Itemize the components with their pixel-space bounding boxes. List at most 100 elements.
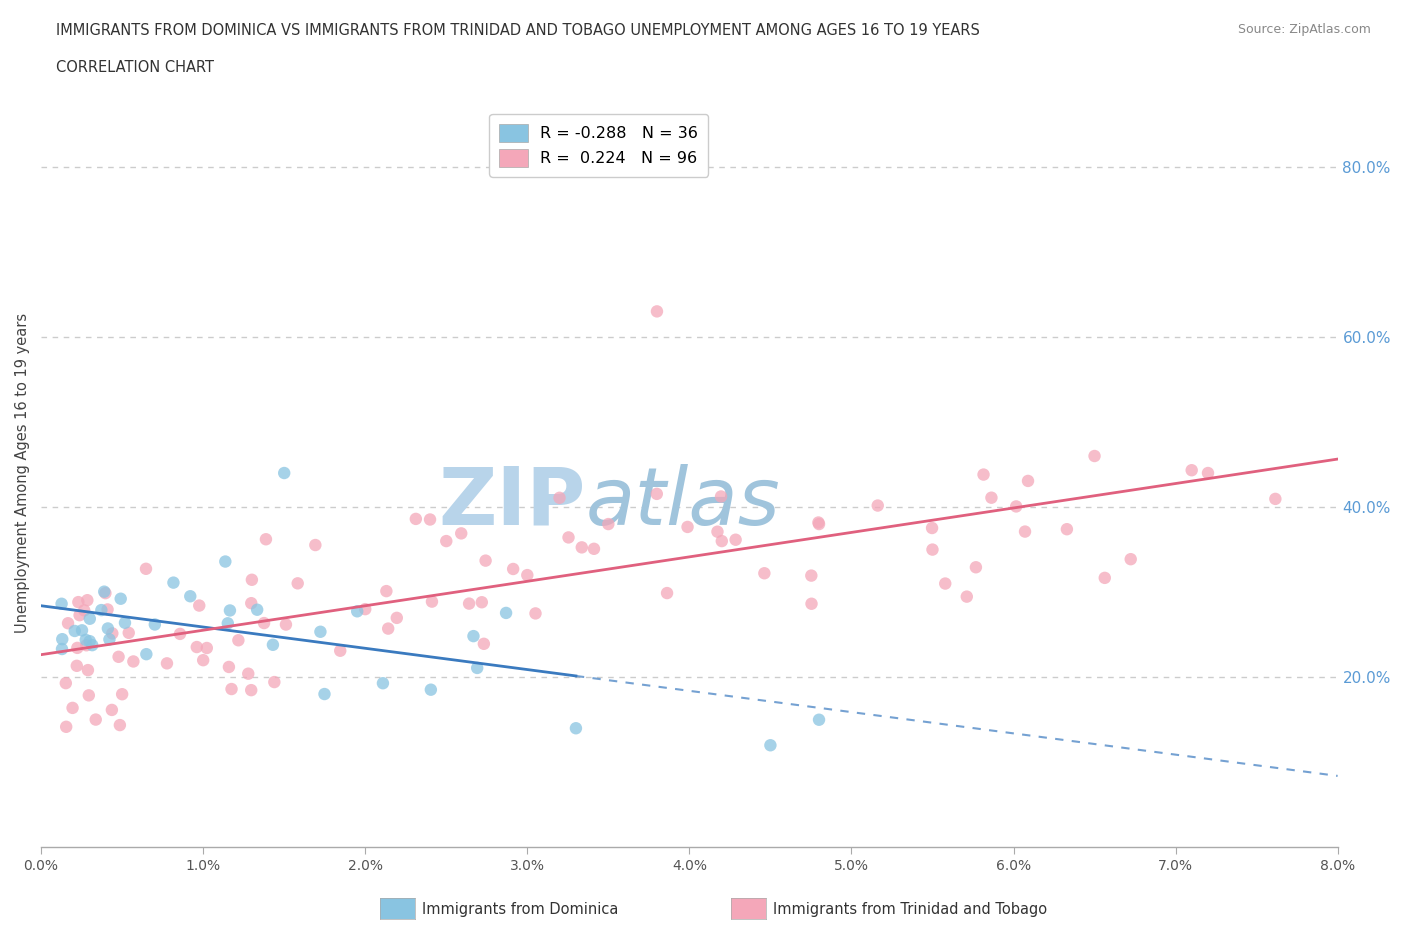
Point <box>420 594 443 609</box>
Point <box>110 591 132 606</box>
Point <box>94 586 117 601</box>
Point <box>84 712 107 727</box>
Point <box>516 567 538 582</box>
Point <box>238 666 260 681</box>
Point <box>76 592 98 607</box>
Point <box>98 632 121 647</box>
Point <box>135 562 157 577</box>
Text: CORRELATION CHART: CORRELATION CHART <box>56 60 214 75</box>
Point <box>1181 463 1204 478</box>
Point <box>79 633 101 648</box>
Point <box>51 596 73 611</box>
Point <box>557 530 579 545</box>
Text: ZIP: ZIP <box>439 464 586 542</box>
Point <box>419 512 441 527</box>
Text: IMMIGRANTS FROM DOMINICA VS IMMIGRANTS FROM TRINIDAD AND TOBAGO UNEMPLOYMENT AMO: IMMIGRANTS FROM DOMINICA VS IMMIGRANTS F… <box>56 23 980 38</box>
Point <box>524 606 547 621</box>
Point <box>463 629 485 644</box>
Point <box>754 565 776 580</box>
Point <box>1094 570 1116 585</box>
Point <box>114 616 136 631</box>
Point <box>309 624 332 639</box>
Point <box>51 642 73 657</box>
Point <box>502 562 524 577</box>
Point <box>77 688 100 703</box>
Point <box>274 618 297 632</box>
Point <box>465 660 488 675</box>
Point <box>186 640 208 655</box>
Point <box>405 512 427 526</box>
Point <box>921 542 943 557</box>
Point <box>800 568 823 583</box>
Point <box>434 534 457 549</box>
Point <box>73 603 96 618</box>
Point <box>371 676 394 691</box>
Point <box>240 596 263 611</box>
Point <box>111 686 134 701</box>
Point <box>346 604 368 618</box>
Text: Immigrants from Trinidad and Tobago: Immigrants from Trinidad and Tobago <box>773 902 1047 917</box>
Point <box>118 625 141 640</box>
Point <box>75 638 97 653</box>
Point <box>169 627 191 642</box>
Point <box>219 603 242 618</box>
Legend: R = -0.288   N = 36, R =  0.224   N = 96: R = -0.288 N = 36, R = 0.224 N = 96 <box>489 114 707 177</box>
Point <box>67 594 90 609</box>
Point <box>980 490 1002 505</box>
Point <box>1264 491 1286 506</box>
Point <box>79 611 101 626</box>
Point <box>273 466 295 481</box>
Point <box>329 644 352 658</box>
Point <box>354 602 377 617</box>
Point <box>63 623 86 638</box>
Point <box>1017 473 1039 488</box>
Point <box>262 637 284 652</box>
Point <box>808 517 831 532</box>
Point <box>377 621 399 636</box>
Point <box>571 540 593 555</box>
Point <box>956 590 979 604</box>
Point <box>96 602 118 617</box>
Point <box>1083 448 1105 463</box>
Point <box>240 683 263 698</box>
Point <box>724 532 747 547</box>
Point <box>495 605 517 620</box>
Point <box>565 721 588 736</box>
Point <box>450 526 472 541</box>
Point <box>122 654 145 669</box>
Point <box>90 603 112 618</box>
Point <box>66 641 89 656</box>
Point <box>458 596 481 611</box>
Text: Source: ZipAtlas.com: Source: ZipAtlas.com <box>1237 23 1371 36</box>
Point <box>419 683 441 698</box>
Point <box>472 636 495 651</box>
Point <box>375 584 398 599</box>
Point <box>246 603 269 618</box>
Point <box>287 576 309 591</box>
Point <box>228 632 250 647</box>
Point <box>82 638 104 653</box>
Point <box>385 610 408 625</box>
Point <box>710 489 733 504</box>
Point <box>710 534 733 549</box>
Point <box>193 653 215 668</box>
Point <box>221 682 243 697</box>
Point <box>1197 466 1219 481</box>
Point <box>807 515 830 530</box>
Point <box>108 718 131 733</box>
Point <box>188 598 211 613</box>
Point <box>156 656 179 671</box>
Point <box>51 631 73 646</box>
Point <box>254 532 277 547</box>
Point <box>582 541 605 556</box>
Point <box>655 586 678 601</box>
Point <box>97 621 120 636</box>
Point <box>645 304 668 319</box>
Point <box>253 616 276 631</box>
Point <box>135 646 157 661</box>
Text: Immigrants from Dominica: Immigrants from Dominica <box>422 902 619 917</box>
Point <box>162 575 184 590</box>
Point <box>973 467 995 482</box>
Point <box>1056 522 1078 537</box>
Point <box>474 553 496 568</box>
